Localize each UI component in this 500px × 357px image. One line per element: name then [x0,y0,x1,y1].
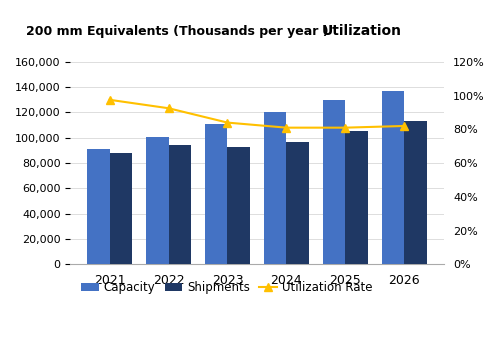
Utilization Rate [401,124,407,128]
Bar [146,136,169,265]
Bar [404,121,426,265]
Bar [168,145,191,265]
Utilization Rate [106,98,112,102]
Text: 200 mm Equivalents (Thousands per year ): 200 mm Equivalents (Thousands per year ) [26,25,328,37]
Bar [346,131,368,265]
Bar [110,153,132,265]
Bar [264,112,286,265]
Utilization Rate [166,106,172,110]
Bar [286,142,309,265]
Bar [205,124,228,265]
Bar [88,149,110,265]
Utilization Rate [224,120,230,125]
Text: Utilization: Utilization [322,24,402,37]
Bar [382,91,404,265]
Utilization Rate [284,126,290,130]
Line: Utilization Rate: Utilization Rate [106,96,408,132]
Bar [323,100,345,265]
Utilization Rate [342,126,348,130]
Legend: Capacity, Shipments, Utilization Rate: Capacity, Shipments, Utilization Rate [76,277,377,299]
Bar [228,147,250,265]
